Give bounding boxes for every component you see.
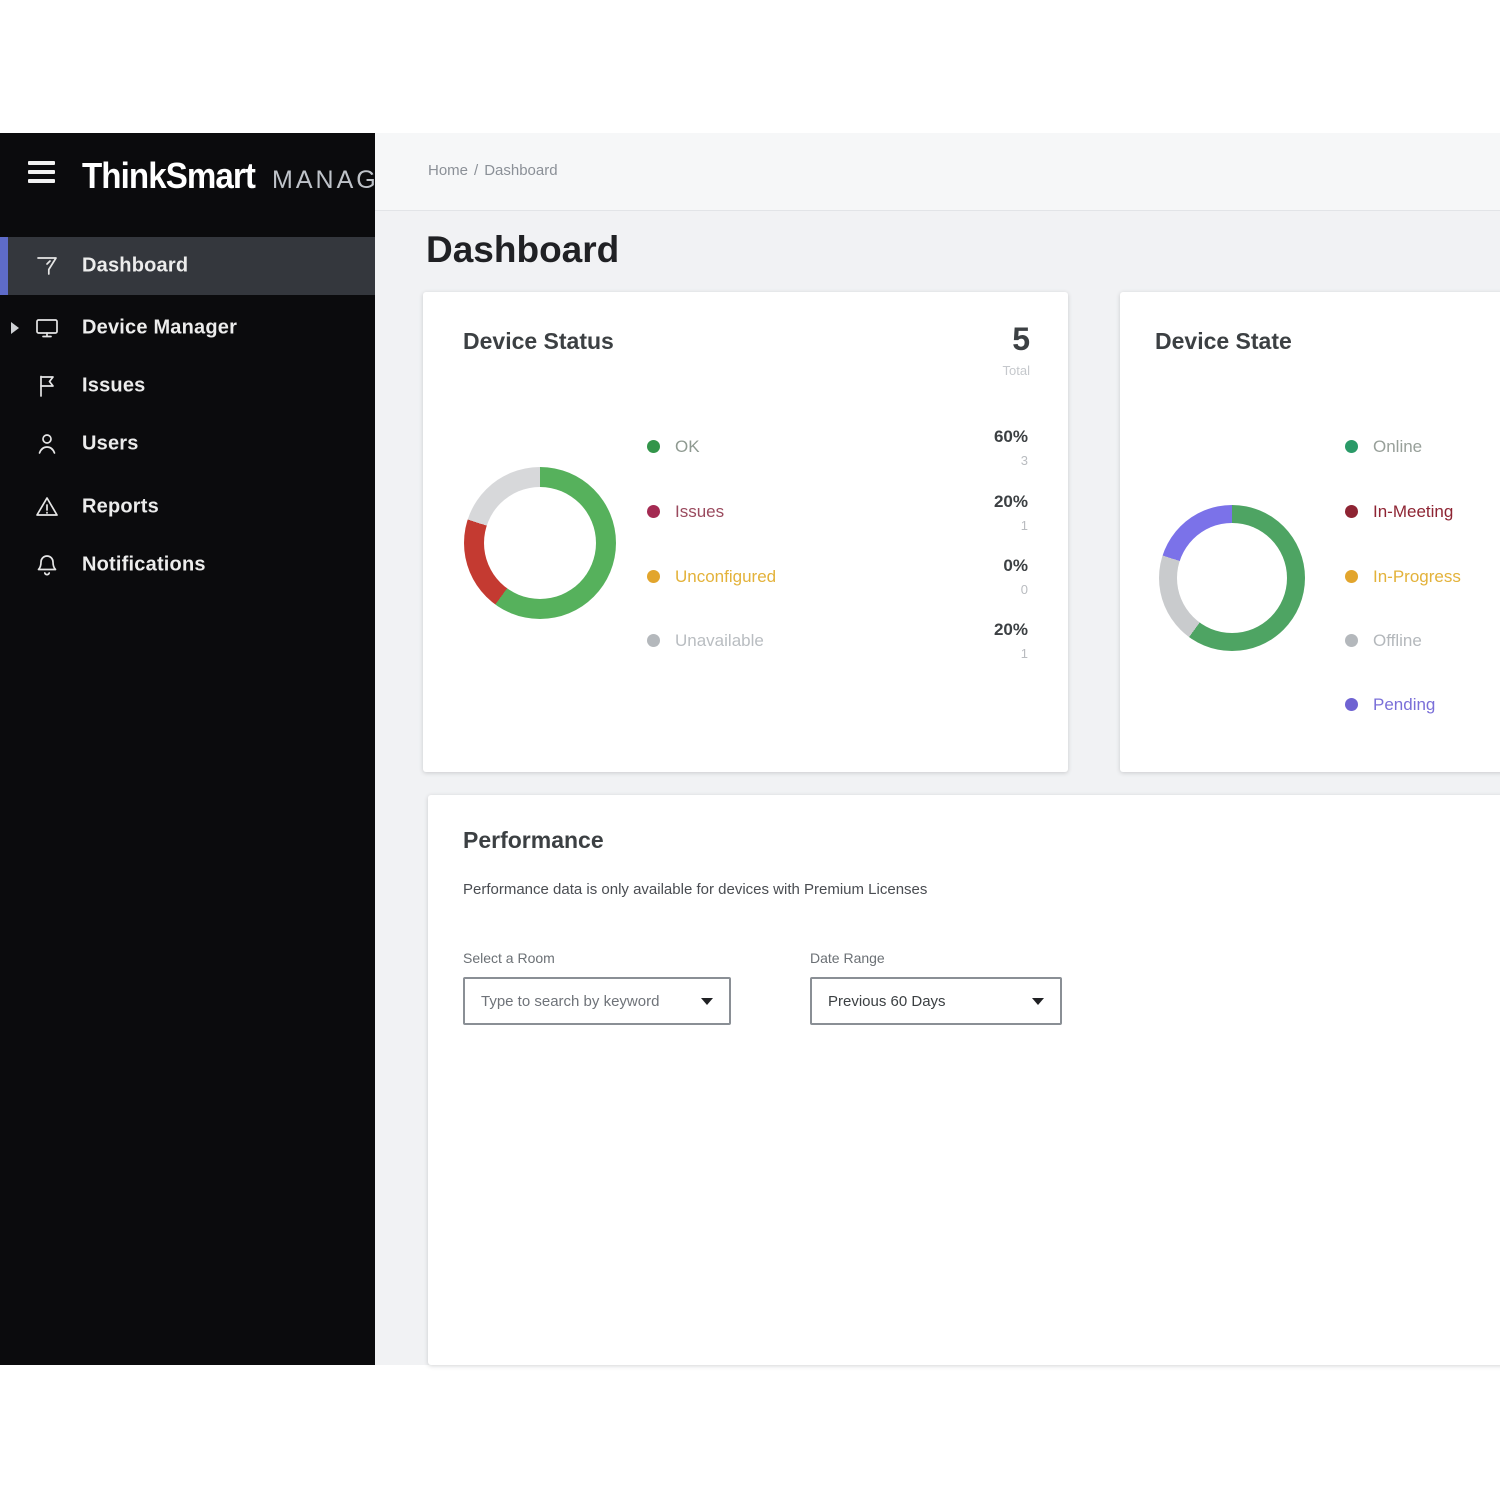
legend-dot bbox=[1345, 505, 1358, 518]
room-select-value: Type to search by keyword bbox=[481, 992, 660, 1010]
device-status-donut-chart bbox=[464, 467, 616, 619]
sidebar-item-label: Dashboard bbox=[82, 254, 189, 277]
legend-item-in-meeting: In-Meeting bbox=[1345, 502, 1453, 522]
room-select-label: Select a Room bbox=[463, 950, 555, 966]
stat-percent: 20% bbox=[993, 492, 1028, 511]
dashboard-gauge-icon bbox=[34, 253, 60, 279]
sidebar-item-users[interactable]: Users bbox=[0, 415, 375, 473]
legend-item-pending: Pending bbox=[1345, 695, 1435, 715]
breadcrumb: Home / Dashboard bbox=[428, 162, 558, 179]
legend-item-online: Online bbox=[1345, 437, 1422, 457]
sidebar: ThinkSmart MANAGER Dashboard Device Mana… bbox=[0, 133, 416, 1365]
stat-unconfigured: 0% 0 bbox=[1003, 556, 1028, 597]
total-value: 5 bbox=[1012, 321, 1030, 357]
sidebar-item-dashboard[interactable]: Dashboard bbox=[0, 237, 375, 295]
legend-item-ok: OK bbox=[647, 437, 700, 457]
sidebar-item-label: Users bbox=[82, 432, 139, 455]
legend-item-issues: Issues bbox=[647, 502, 724, 522]
breadcrumb-separator: / bbox=[474, 162, 479, 179]
date-range-dropdown[interactable]: Previous 60 Days bbox=[810, 977, 1062, 1025]
stat-ok: 60% 3 bbox=[994, 427, 1028, 468]
legend-dot bbox=[647, 440, 660, 453]
sidebar-item-label: Reports bbox=[82, 495, 159, 518]
users-person-icon bbox=[34, 431, 60, 457]
device-state-card: Device State Online In-Meeting In-Progre… bbox=[1120, 292, 1500, 772]
performance-subtitle: Performance data is only available for d… bbox=[463, 881, 928, 898]
legend-item-in-progress: In-Progress bbox=[1345, 567, 1461, 587]
stat-percent: 60% bbox=[993, 427, 1028, 446]
device-state-donut-chart bbox=[1159, 505, 1305, 651]
legend-dot bbox=[1345, 570, 1358, 583]
legend-item-offline: Offline bbox=[1345, 631, 1422, 651]
page-title: Dashboard bbox=[426, 229, 620, 270]
sidebar-item-label: Notifications bbox=[82, 553, 206, 576]
stat-unavailable: 20% 1 bbox=[994, 620, 1028, 661]
device-monitor-icon bbox=[34, 315, 60, 341]
main-content: Home / Dashboard Dashboard Device Status 5… bbox=[375, 133, 1500, 1365]
device-status-card: Device Status 5 Total OK Issues Un bbox=[423, 292, 1068, 772]
sidebar-nav: Dashboard Device Manager Issues bbox=[0, 237, 375, 594]
chevron-right-icon[interactable] bbox=[11, 322, 19, 334]
legend-dot bbox=[647, 634, 660, 647]
device-status-title: Device Status bbox=[463, 328, 614, 354]
stat-percent: 20% bbox=[993, 620, 1028, 639]
app-logo: ThinkSmart MANAGER bbox=[82, 155, 419, 197]
legend-label: Unconfigured bbox=[675, 567, 777, 586]
sidebar-item-label: Device Manager bbox=[82, 316, 238, 339]
breadcrumb-bar: Home / Dashboard bbox=[375, 133, 1500, 211]
legend-label: Online bbox=[1373, 437, 1423, 456]
logo-thinksmart: ThinkSmart bbox=[82, 155, 256, 196]
performance-title: Performance bbox=[463, 827, 604, 853]
stat-count: 0 bbox=[1020, 582, 1028, 597]
date-range-label: Date Range bbox=[810, 950, 885, 966]
reports-warning-icon bbox=[34, 494, 60, 520]
legend-dot bbox=[647, 570, 660, 583]
legend-label: Offline bbox=[1373, 631, 1422, 650]
legend-label: Unavailable bbox=[675, 631, 764, 650]
date-range-value: Previous 60 Days bbox=[828, 992, 946, 1010]
app-window: ThinkSmart MANAGER Dashboard Device Mana… bbox=[0, 133, 1500, 1365]
legend-dot bbox=[1345, 440, 1358, 453]
device-state-title: Device State bbox=[1155, 328, 1292, 354]
legend-dot bbox=[1345, 634, 1358, 647]
total-label: Total bbox=[1002, 363, 1030, 379]
sidebar-item-issues[interactable]: Issues bbox=[0, 357, 375, 415]
stat-count: 3 bbox=[1020, 453, 1028, 468]
sidebar-item-notifications[interactable]: Notifications bbox=[0, 536, 375, 594]
legend-label: OK bbox=[675, 437, 700, 456]
issues-flag-icon bbox=[34, 373, 60, 399]
sidebar-item-device-manager[interactable]: Device Manager bbox=[0, 299, 375, 357]
legend-dot bbox=[1345, 698, 1358, 711]
breadcrumb-current: Dashboard bbox=[484, 162, 558, 179]
caret-down-icon bbox=[1032, 997, 1044, 1005]
room-select-dropdown[interactable]: Type to search by keyword bbox=[463, 977, 731, 1025]
stat-issues: 20% 1 bbox=[994, 492, 1028, 533]
legend-label: In-Progress bbox=[1373, 567, 1461, 586]
sidebar-item-reports[interactable]: Reports bbox=[0, 478, 375, 536]
device-status-total: 5 Total bbox=[1002, 321, 1030, 379]
caret-down-icon bbox=[701, 997, 713, 1005]
legend-dot bbox=[647, 505, 660, 518]
legend-label: Pending bbox=[1373, 695, 1436, 714]
stat-count: 1 bbox=[1020, 646, 1028, 661]
performance-card: Performance Performance data is only ava… bbox=[428, 795, 1500, 1365]
stat-percent: 0% bbox=[1003, 556, 1028, 575]
sidebar-item-label: Issues bbox=[82, 374, 146, 397]
legend-item-unavailable: Unavailable bbox=[647, 631, 764, 651]
breadcrumb-home[interactable]: Home bbox=[428, 162, 469, 179]
hamburger-menu-icon[interactable] bbox=[28, 161, 55, 185]
legend-label: In-Meeting bbox=[1373, 502, 1454, 521]
legend-label: Issues bbox=[675, 502, 725, 521]
notifications-bell-icon bbox=[34, 552, 60, 578]
legend-item-unconfigured: Unconfigured bbox=[647, 567, 776, 587]
stat-count: 1 bbox=[1020, 518, 1028, 533]
